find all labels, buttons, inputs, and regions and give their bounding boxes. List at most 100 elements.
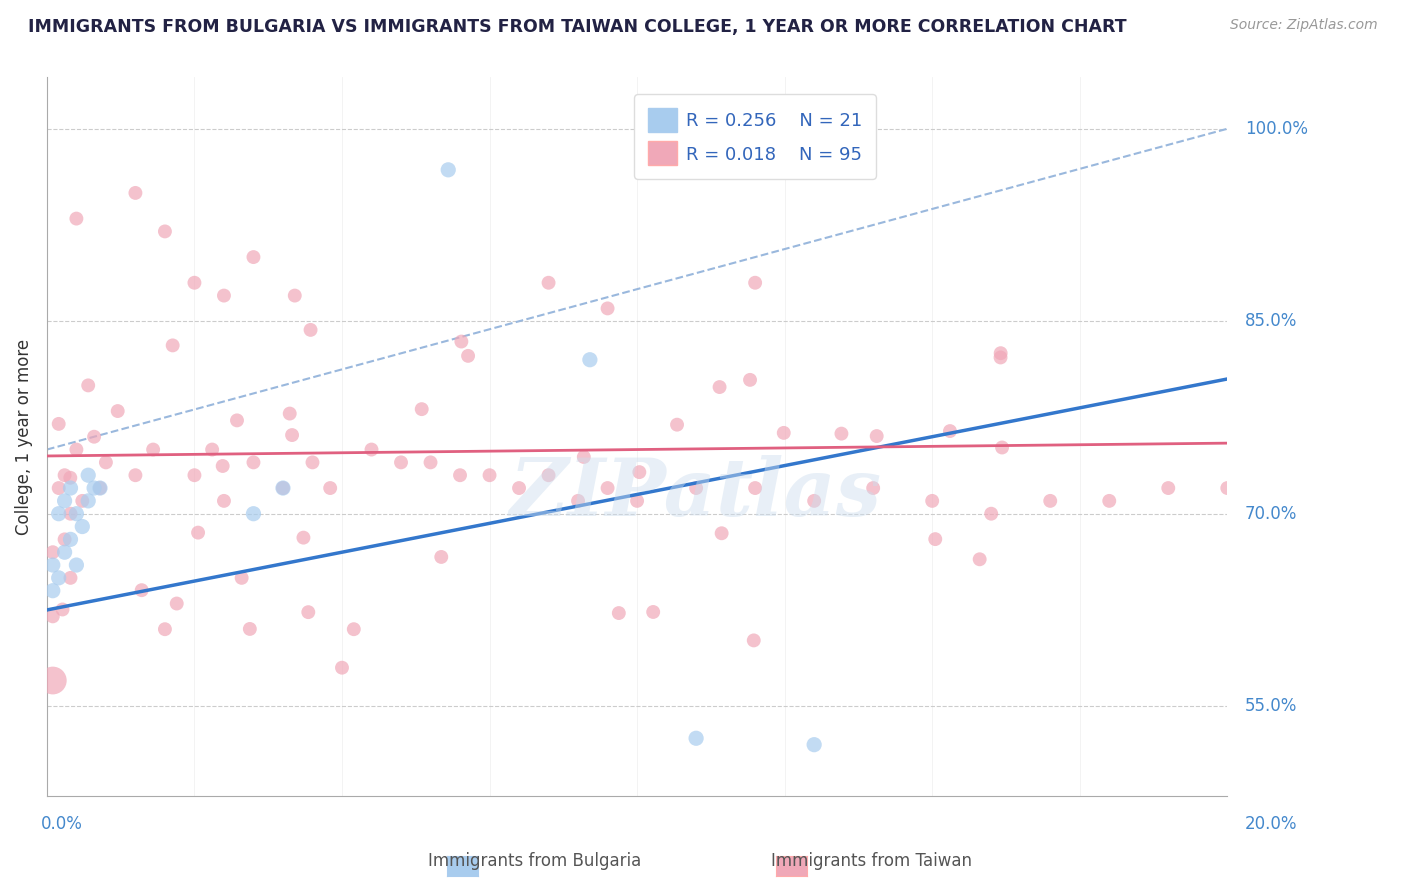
Point xyxy=(292,531,315,545)
Point xyxy=(59,471,82,485)
Point xyxy=(710,526,733,541)
Text: 85.0%: 85.0% xyxy=(1244,312,1298,330)
Point xyxy=(419,455,441,469)
Point xyxy=(980,507,1002,521)
Point xyxy=(231,571,253,585)
Point xyxy=(991,441,1014,455)
Text: IMMIGRANTS FROM BULGARIA VS IMMIGRANTS FROM TAIWAN COLLEGE, 1 YEAR OR MORE CORRE: IMMIGRANTS FROM BULGARIA VS IMMIGRANTS F… xyxy=(28,18,1126,36)
Point xyxy=(738,373,761,387)
Point xyxy=(242,455,264,469)
Point xyxy=(212,494,235,508)
Point xyxy=(89,481,111,495)
Point xyxy=(48,417,70,431)
Point xyxy=(77,468,100,483)
Point xyxy=(226,413,249,427)
Point xyxy=(1098,494,1121,508)
Point xyxy=(666,417,689,432)
Point xyxy=(51,602,73,616)
Point xyxy=(430,549,453,564)
Point xyxy=(166,597,188,611)
Point xyxy=(65,558,87,572)
Point xyxy=(65,442,87,457)
Point xyxy=(162,338,184,352)
Point xyxy=(242,507,264,521)
Point xyxy=(65,507,87,521)
Text: 70.0%: 70.0% xyxy=(1244,505,1298,523)
Point xyxy=(183,468,205,483)
Y-axis label: College, 1 year or more: College, 1 year or more xyxy=(15,339,32,535)
Point xyxy=(53,494,76,508)
Point xyxy=(83,481,105,495)
Point xyxy=(830,426,852,441)
Text: Immigrants from Bulgaria: Immigrants from Bulgaria xyxy=(427,852,641,870)
Point xyxy=(72,494,94,508)
Point xyxy=(866,429,889,443)
Point xyxy=(284,288,307,302)
Point xyxy=(537,468,560,483)
Point xyxy=(59,533,82,547)
Text: 0.0%: 0.0% xyxy=(41,815,83,833)
Point xyxy=(343,622,366,636)
Text: ZIPatlas: ZIPatlas xyxy=(510,456,882,533)
Point xyxy=(124,468,146,483)
Point xyxy=(921,494,943,508)
Point xyxy=(508,481,530,495)
Point xyxy=(201,442,224,457)
Point xyxy=(59,571,82,585)
Point xyxy=(478,468,501,483)
Point xyxy=(1157,481,1180,495)
Point xyxy=(301,455,323,469)
Point xyxy=(153,622,176,636)
Point xyxy=(924,532,946,546)
Point xyxy=(1039,494,1062,508)
Point xyxy=(990,351,1012,365)
Point xyxy=(42,583,65,598)
Point xyxy=(242,250,264,264)
Text: 20.0%: 20.0% xyxy=(1244,815,1298,833)
Point xyxy=(299,323,322,337)
Point xyxy=(48,481,70,495)
Point xyxy=(271,481,294,495)
Point xyxy=(107,404,129,418)
Point xyxy=(319,481,342,495)
Point xyxy=(744,276,766,290)
Point xyxy=(53,545,76,559)
Point xyxy=(42,545,65,559)
Point xyxy=(628,465,651,479)
Point xyxy=(42,673,65,688)
Point xyxy=(239,622,262,636)
Point xyxy=(83,430,105,444)
Point xyxy=(48,507,70,521)
Point xyxy=(772,425,794,440)
Legend: R = 0.256    N = 21, R = 0.018    N = 95: R = 0.256 N = 21, R = 0.018 N = 95 xyxy=(634,95,876,178)
Text: 100.0%: 100.0% xyxy=(1244,120,1308,137)
Point xyxy=(437,162,460,177)
Point xyxy=(596,301,619,316)
Point xyxy=(77,494,100,508)
Point xyxy=(77,378,100,392)
Point xyxy=(685,481,707,495)
Point xyxy=(360,442,382,457)
Point xyxy=(742,633,765,648)
Point xyxy=(643,605,665,619)
Point xyxy=(65,211,87,226)
Point xyxy=(579,352,602,367)
Point xyxy=(330,661,353,675)
Point xyxy=(53,468,76,483)
Point xyxy=(567,494,589,508)
Point xyxy=(153,224,176,238)
Point xyxy=(596,481,619,495)
Point xyxy=(1216,481,1239,495)
Point xyxy=(89,481,111,495)
Point xyxy=(271,481,294,495)
Point xyxy=(48,571,70,585)
Point xyxy=(744,481,766,495)
Point xyxy=(211,458,233,473)
Point xyxy=(281,428,304,442)
Point xyxy=(183,276,205,290)
Text: Source: ZipAtlas.com: Source: ZipAtlas.com xyxy=(1230,18,1378,32)
Point xyxy=(389,455,412,469)
Point xyxy=(709,380,731,394)
Point xyxy=(131,583,153,598)
Point xyxy=(53,533,76,547)
